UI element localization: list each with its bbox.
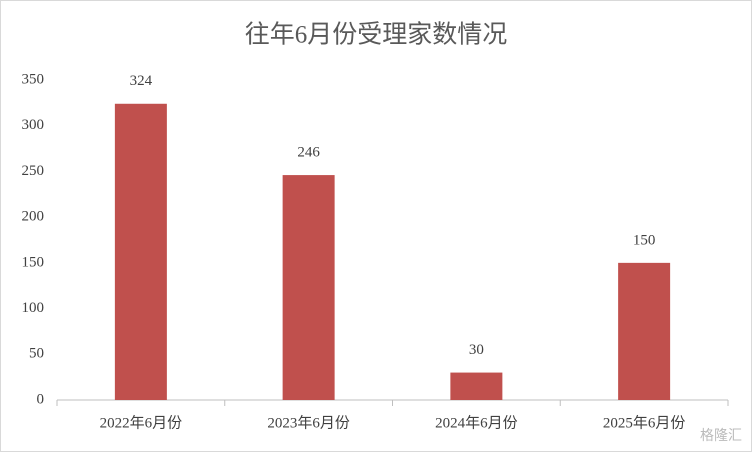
y-tick-label: 350 <box>22 71 45 87</box>
chart-title: 往年6月份受理家数情况 <box>245 21 508 49</box>
y-tick-label: 300 <box>22 117 45 133</box>
bar <box>282 175 335 400</box>
data-label: 246 <box>297 145 320 161</box>
x-tick-label: 2025年6月份 <box>603 414 686 431</box>
y-tick-label: 250 <box>22 163 45 179</box>
x-tick-label: 2022年6月份 <box>100 414 183 431</box>
y-tick-label: 0 <box>37 391 45 407</box>
data-label: 30 <box>469 342 484 358</box>
bar <box>450 372 503 400</box>
x-tick-label: 2023年6月份 <box>267 414 350 431</box>
data-label: 324 <box>130 73 153 89</box>
x-tick-label: 2024年6月份 <box>435 414 518 431</box>
y-tick-label: 100 <box>22 300 45 316</box>
watermark: 格隆汇 <box>700 428 742 444</box>
y-tick-label: 50 <box>29 346 44 362</box>
y-tick-label: 200 <box>22 209 45 225</box>
bar <box>114 103 167 401</box>
y-tick-label: 150 <box>22 254 45 270</box>
data-label: 150 <box>633 232 656 248</box>
bar <box>618 262 671 400</box>
